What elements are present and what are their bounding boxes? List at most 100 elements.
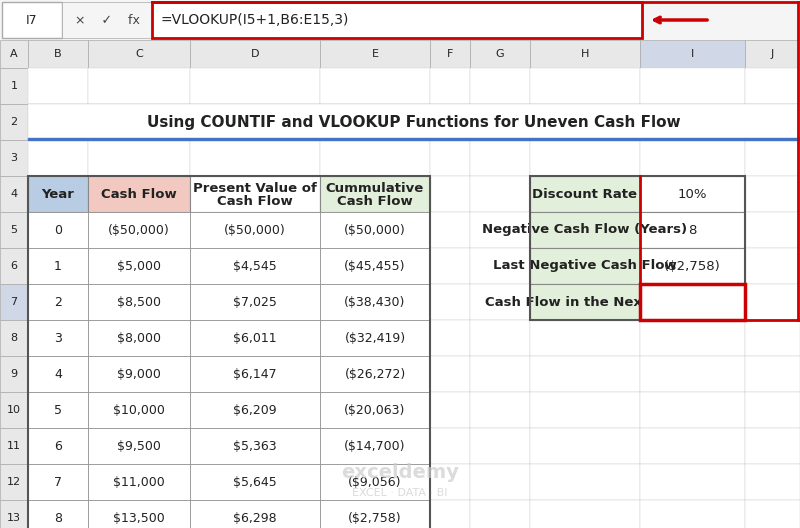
Bar <box>320 140 430 176</box>
Bar <box>530 284 640 320</box>
Text: $4,545: $4,545 <box>233 259 277 272</box>
Bar <box>320 356 430 392</box>
Text: 1: 1 <box>10 81 18 91</box>
Bar <box>320 356 430 392</box>
Text: ($20,063): ($20,063) <box>344 403 406 417</box>
Text: C: C <box>135 49 143 59</box>
Bar <box>320 464 430 500</box>
Bar <box>470 212 530 248</box>
Bar <box>190 248 320 284</box>
Text: $6,361: $6,361 <box>670 296 716 308</box>
Bar <box>745 248 800 284</box>
Text: 8: 8 <box>54 512 62 524</box>
Bar <box>28 176 430 528</box>
Bar <box>190 284 320 320</box>
Bar <box>28 320 88 356</box>
Bar <box>470 500 530 528</box>
Text: 11: 11 <box>7 441 21 451</box>
Text: $9,000: $9,000 <box>117 367 161 381</box>
Bar <box>320 104 430 140</box>
Text: $6,298: $6,298 <box>233 512 277 524</box>
Bar <box>640 284 745 320</box>
Bar <box>745 464 800 500</box>
Bar <box>530 140 640 176</box>
Bar <box>28 428 88 464</box>
Bar <box>530 176 640 212</box>
Bar <box>530 320 640 356</box>
Text: EXCEL · DATA · BI: EXCEL · DATA · BI <box>352 488 448 498</box>
Text: 1: 1 <box>54 259 62 272</box>
Bar <box>470 284 530 320</box>
Text: D: D <box>250 49 259 59</box>
Bar <box>190 212 320 248</box>
Text: I: I <box>691 49 694 59</box>
Bar <box>28 104 88 140</box>
Bar <box>0 176 28 212</box>
Bar <box>640 68 745 104</box>
Bar <box>190 212 320 248</box>
Bar <box>0 0 800 40</box>
Bar <box>640 40 745 68</box>
Bar <box>190 320 320 356</box>
Bar <box>0 68 28 104</box>
Bar <box>470 356 530 392</box>
Bar <box>640 500 745 528</box>
Bar <box>640 284 745 320</box>
Bar <box>190 284 320 320</box>
Text: ($38,430): ($38,430) <box>344 296 406 308</box>
Text: $7,025: $7,025 <box>233 296 277 308</box>
Bar <box>320 212 430 248</box>
Text: J: J <box>771 49 774 59</box>
Text: Cash Flow: Cash Flow <box>217 195 293 208</box>
Bar <box>88 248 190 284</box>
Text: $8,500: $8,500 <box>117 296 161 308</box>
Bar <box>28 392 88 428</box>
Bar <box>190 320 320 356</box>
Text: Negative Cash Flow (Years): Negative Cash Flow (Years) <box>482 223 687 237</box>
Bar <box>88 464 190 500</box>
Bar <box>320 176 430 212</box>
Bar <box>640 464 745 500</box>
Bar <box>88 428 190 464</box>
Bar <box>62 2 152 38</box>
Bar <box>640 248 745 284</box>
Bar <box>745 500 800 528</box>
Bar <box>190 356 320 392</box>
Bar <box>640 428 745 464</box>
Text: ($26,272): ($26,272) <box>344 367 406 381</box>
Text: A: A <box>10 49 18 59</box>
Bar <box>28 320 88 356</box>
Bar <box>530 212 640 248</box>
Text: 10%: 10% <box>678 187 707 201</box>
Bar <box>640 392 745 428</box>
Bar <box>88 68 190 104</box>
Text: exceldemy: exceldemy <box>341 464 459 483</box>
Bar <box>320 212 430 248</box>
Bar <box>430 356 470 392</box>
Text: Using COUNTIF and VLOOKUP Functions for Uneven Cash Flow: Using COUNTIF and VLOOKUP Functions for … <box>147 115 681 129</box>
Bar <box>470 320 530 356</box>
Bar <box>470 392 530 428</box>
Bar <box>28 140 88 176</box>
Bar <box>88 500 190 528</box>
Bar <box>88 392 190 428</box>
Text: 5: 5 <box>54 403 62 417</box>
Text: $5,645: $5,645 <box>233 476 277 488</box>
Text: 2: 2 <box>10 117 18 127</box>
Text: $6,209: $6,209 <box>233 403 277 417</box>
Bar <box>0 392 28 428</box>
Bar <box>530 500 640 528</box>
Bar <box>470 68 530 104</box>
Bar <box>530 68 640 104</box>
Bar <box>190 500 320 528</box>
Bar <box>530 248 640 284</box>
Text: ($14,700): ($14,700) <box>344 439 406 452</box>
Bar <box>430 68 470 104</box>
Bar <box>88 104 190 140</box>
Bar <box>88 464 190 500</box>
Bar <box>28 104 800 140</box>
Bar <box>28 212 88 248</box>
Bar <box>470 40 530 68</box>
Bar <box>0 248 28 284</box>
Text: ($32,419): ($32,419) <box>345 332 406 344</box>
